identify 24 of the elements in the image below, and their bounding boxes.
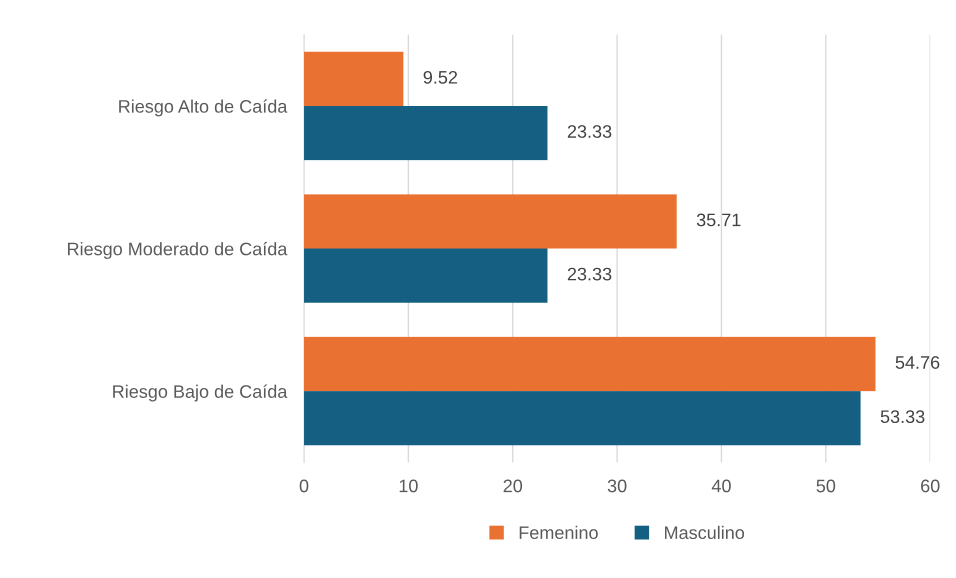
bar [304,336,876,392]
legend-label: Femenino [520,526,598,540]
bar [304,106,548,160]
bar [304,248,548,303]
x-tick-label: 40 [712,480,731,492]
x-tick-label: 20 [504,480,522,492]
y-tick-label: Riesgo Alto de Caída [119,99,288,116]
data-label: 54.76 [896,356,940,369]
x-tick-label: 60 [921,480,940,492]
x-tick-label: 50 [816,480,836,492]
data-label: 23.33 [568,268,612,280]
y-tick-label: Riesgo Moderado de Caída [68,242,288,259]
data-label: 35.71 [696,214,740,226]
x-tick-label: 10 [400,480,418,492]
bar [304,391,861,446]
x-tick-label: 30 [608,480,626,492]
x-tick-label: 0 [300,480,308,492]
data-label: 9.52 [424,70,458,84]
legend-label: Masculino [665,526,744,540]
y-tick-label: Riesgo Bajo de Caída [113,384,288,402]
bar [304,194,677,249]
data-label: 23.33 [568,125,612,138]
bar [304,52,404,106]
data-label: 53.33 [880,410,924,424]
